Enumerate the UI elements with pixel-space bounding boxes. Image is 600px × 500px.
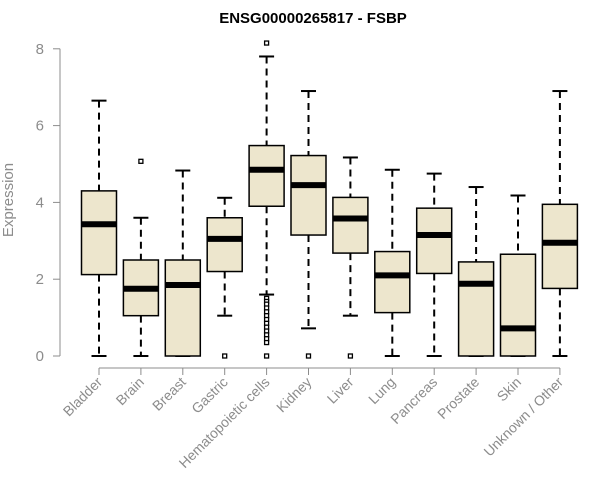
box-breast — [164, 169, 202, 357]
iqr-box — [290, 154, 327, 236]
iqr-box — [415, 207, 453, 275]
box-liver — [332, 156, 369, 359]
box-prostate — [457, 186, 495, 357]
outlier-point — [222, 353, 228, 359]
y-tick-label: 0 — [36, 348, 44, 365]
outlier-point — [263, 353, 270, 359]
iqr-box — [457, 261, 495, 357]
x-tick-label: Breast — [149, 374, 189, 414]
box-skin — [499, 194, 537, 357]
y-tick-label: 6 — [36, 118, 44, 135]
box-lung — [374, 168, 411, 357]
box-bladder — [80, 99, 118, 357]
box-series — [80, 40, 579, 359]
outlier-point — [138, 158, 144, 164]
box-unknown-other — [541, 90, 579, 357]
y-axis-label: Expression — [0, 163, 17, 237]
chart-title: ENSG00000265817 - FSBP — [219, 10, 407, 27]
box-gastric — [206, 196, 243, 359]
y-axis: 0 2 4 6 8 — [36, 41, 61, 365]
iqr-box — [248, 144, 285, 207]
x-tick-label: Unknown / Other — [480, 374, 566, 460]
box-brain — [122, 158, 160, 357]
x-tick-label: Bladder — [60, 374, 106, 420]
y-tick-label: 8 — [36, 41, 44, 58]
iqr-box — [499, 253, 537, 357]
x-tick-label: Brain — [113, 374, 147, 408]
x-tick-label: Prostate — [434, 374, 482, 422]
outlier-point — [347, 353, 354, 359]
iqr-box — [206, 217, 243, 273]
outlier-point — [305, 353, 312, 359]
outlier-point — [263, 339, 270, 346]
x-tick-label: Lung — [365, 374, 398, 407]
y-tick-label: 4 — [36, 194, 44, 211]
box-hematopoietic-cells — [248, 40, 285, 359]
box-pancreas — [415, 172, 453, 357]
x-tick-label: Kidney — [273, 374, 315, 416]
box-kidney — [290, 90, 327, 359]
iqr-box — [80, 190, 118, 276]
iqr-box — [541, 203, 579, 290]
x-tick-label: Skin — [494, 374, 525, 405]
y-tick-label: 2 — [36, 271, 44, 288]
outlier-point — [263, 40, 270, 46]
iqr-box — [332, 196, 369, 254]
iqr-box — [374, 250, 411, 314]
x-tick-label: Pancreas — [387, 374, 440, 427]
iqr-box — [164, 259, 202, 357]
x-tick-label: Liver — [324, 374, 357, 407]
